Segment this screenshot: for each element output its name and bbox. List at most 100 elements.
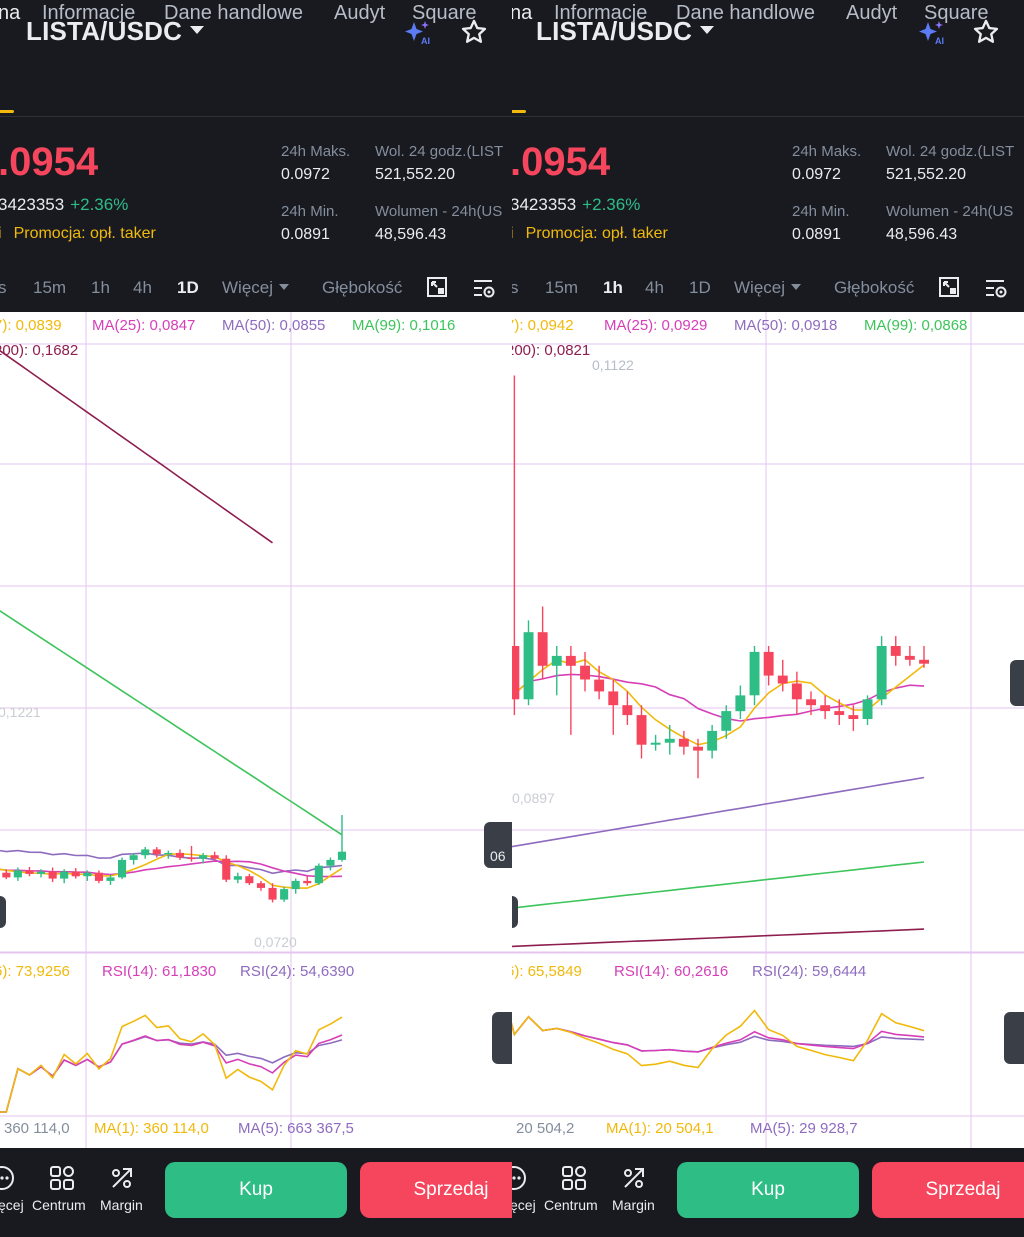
candle xyxy=(721,705,732,739)
interval-4h[interactable]: 4h xyxy=(645,278,664,298)
candle xyxy=(820,695,831,720)
chart-settings-icon[interactable] xyxy=(472,277,496,304)
fullscreen-icon[interactable] xyxy=(426,276,448,303)
candle xyxy=(164,850,173,859)
legend-rsi6: 6): 65,5849 xyxy=(512,963,582,980)
candle xyxy=(245,873,254,885)
candle xyxy=(314,863,323,885)
grid-icon xyxy=(48,1164,76,1197)
panel-content: LISTA/USDC AI na Informacje Dane handlowe Aud… xyxy=(0,2,512,1237)
tab-square[interactable]: Square xyxy=(924,2,989,24)
more-icon xyxy=(0,1164,16,1197)
more-nav-item[interactable]: ęcej xyxy=(0,1148,28,1237)
volume-base-value: 521,552.20 xyxy=(375,166,456,183)
margin-nav-item[interactable]: Margin xyxy=(610,1148,660,1237)
centrum-nav-item[interactable]: Centrum xyxy=(544,1148,604,1237)
interval-wicej[interactable]: Więcej xyxy=(222,278,290,298)
price-change: +2.36% xyxy=(582,195,641,214)
tab-dane-handlowe[interactable]: Dane handlowe xyxy=(676,2,815,24)
current-price-tag[interactable]: 06 xyxy=(484,822,512,868)
ai-sparkle-icon[interactable]: AI xyxy=(918,20,948,51)
high-label: 24h Maks. xyxy=(792,143,862,160)
interval-1d[interactable]: 1D xyxy=(689,278,711,298)
pair-selector[interactable]: LISTA/USDC xyxy=(26,16,205,47)
tab-audyt[interactable]: Audyt xyxy=(846,2,898,24)
candle xyxy=(210,851,219,860)
buy-button[interactable]: Kup xyxy=(165,1162,347,1218)
tab-square[interactable]: Square xyxy=(412,2,477,24)
margin-label: Margin xyxy=(612,1197,655,1213)
sell-button[interactable]: Sprzedaj xyxy=(872,1162,1024,1218)
scroll-handle-left[interactable] xyxy=(0,896,6,928)
chart-area[interactable]: 7): 0,0942 MA(25): 0,0929 MA(50): 0,0918 MA… xyxy=(512,312,1024,1148)
centrum-nav-item[interactable]: Centrum xyxy=(32,1148,92,1237)
ai-sparkle-icon[interactable]: AI xyxy=(404,20,434,51)
favorite-star-icon[interactable] xyxy=(972,18,1000,51)
tab-informacje[interactable]: Informacje xyxy=(42,2,136,24)
ma99-line xyxy=(512,861,925,909)
promo-row[interactable]: i Promocja: opł. taker xyxy=(0,225,156,243)
low-price-marker: 0,0720 xyxy=(254,934,297,950)
ai-assistant-fab[interactable] xyxy=(492,1012,512,1064)
favorite-star-icon[interactable] xyxy=(460,18,488,51)
candle xyxy=(580,651,590,692)
volume-base-value: 521,552.20 xyxy=(886,166,967,183)
candle xyxy=(693,738,703,779)
interval-1d[interactable]: 1D xyxy=(177,278,199,298)
tab-chart[interactable]: na xyxy=(0,2,21,24)
tab-chart[interactable]: na xyxy=(512,2,533,24)
volume-quote-label: Wolumen - 24h(US xyxy=(375,203,503,220)
interval-15m[interactable]: 15m xyxy=(545,278,578,298)
current-price-tag[interactable] xyxy=(1010,660,1024,706)
more-nav-item[interactable]: ęcej xyxy=(512,1148,540,1237)
margin-nav-item[interactable]: Margin xyxy=(98,1148,148,1237)
sell-button[interactable]: Sprzedaj xyxy=(360,1162,512,1218)
margin-percent-icon xyxy=(620,1164,648,1197)
ai-assistant-fab[interactable] xyxy=(1004,1012,1024,1064)
interval-1h[interactable]: 1h xyxy=(603,278,623,298)
centrum-label: Centrum xyxy=(544,1197,598,1213)
interval-4h[interactable]: 4h xyxy=(133,278,152,298)
interval-gboko[interactable]: Głębokość xyxy=(834,278,914,298)
interval-label: s xyxy=(512,278,519,297)
candle xyxy=(256,880,265,891)
price-change: +2.36% xyxy=(70,195,129,214)
price-fiat: 3423353 xyxy=(0,195,65,214)
more-label: ęcej xyxy=(0,1197,24,1213)
buy-button[interactable]: Kup xyxy=(677,1162,859,1218)
tab-informacje[interactable]: Informacje xyxy=(554,2,648,24)
fullscreen-icon[interactable] xyxy=(938,276,960,303)
ma50-line xyxy=(0,849,343,875)
pair-selector[interactable]: LISTA/USDC xyxy=(536,16,715,47)
candle xyxy=(791,671,802,716)
candle xyxy=(848,705,859,731)
candle xyxy=(83,870,92,881)
legend-ma50: MA(50): 0,0855 xyxy=(222,317,326,334)
interval-label: 15m xyxy=(33,278,67,297)
ma7-line xyxy=(0,852,343,889)
candle xyxy=(777,659,788,692)
candle xyxy=(303,876,312,886)
interval-label: 1h xyxy=(91,278,110,297)
promo-row[interactable]: i Promocja: opł. taker xyxy=(512,225,668,243)
interval-s[interactable]: s xyxy=(512,278,519,298)
volume-base-label: Wol. 24 godz.(LIST xyxy=(886,143,1015,160)
legend-rsi14: RSI(14): 61,1830 xyxy=(102,963,217,980)
rsi6-line xyxy=(512,1009,925,1069)
chart-area[interactable]: 7): 0,0839 MA(25): 0,0847 MA(50): 0,0855 MA… xyxy=(0,312,512,1148)
ma25-line xyxy=(512,673,925,722)
interval-15m[interactable]: 15m xyxy=(33,278,66,298)
volume-value: 20 504,2 xyxy=(516,1120,575,1137)
interval-1h[interactable]: 1h xyxy=(91,278,110,298)
candle xyxy=(594,665,605,700)
candle xyxy=(834,699,845,725)
active-tab-indicator xyxy=(512,110,526,113)
scroll-handle-left[interactable] xyxy=(512,896,518,928)
interval-wicej[interactable]: Więcej xyxy=(734,278,802,298)
interval-gboko[interactable]: Głębokość xyxy=(322,278,402,298)
interval-s[interactable]: s xyxy=(0,278,7,298)
rsi24-line xyxy=(512,1015,925,1053)
chart-settings-icon[interactable] xyxy=(984,277,1008,304)
tab-audyt[interactable]: Audyt xyxy=(334,2,386,24)
tab-dane-handlowe[interactable]: Dane handlowe xyxy=(164,2,303,24)
